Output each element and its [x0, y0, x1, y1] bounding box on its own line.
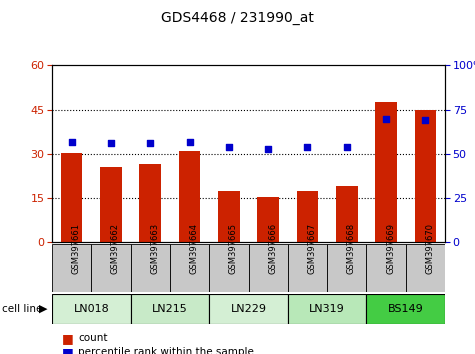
- Text: GSM397667: GSM397667: [307, 223, 316, 274]
- Text: percentile rank within the sample: percentile rank within the sample: [78, 347, 254, 354]
- Text: GSM397668: GSM397668: [347, 223, 356, 274]
- Bar: [91, 244, 131, 292]
- Text: ▶: ▶: [39, 304, 47, 314]
- Bar: [179, 151, 200, 242]
- Bar: [257, 197, 279, 242]
- Bar: [52, 294, 131, 324]
- Text: GSM397670: GSM397670: [425, 223, 434, 274]
- Bar: [366, 294, 445, 324]
- Text: GDS4468 / 231990_at: GDS4468 / 231990_at: [161, 11, 314, 25]
- Bar: [131, 244, 170, 292]
- Bar: [131, 294, 209, 324]
- Point: [421, 118, 429, 123]
- Bar: [248, 244, 288, 292]
- Text: LN319: LN319: [309, 304, 345, 314]
- Text: GSM397664: GSM397664: [190, 223, 199, 274]
- Text: LN229: LN229: [230, 304, 266, 314]
- Bar: [140, 164, 161, 242]
- Bar: [218, 191, 240, 242]
- Bar: [100, 167, 122, 242]
- Text: GSM397663: GSM397663: [150, 223, 159, 274]
- Point: [343, 144, 351, 150]
- Point: [304, 144, 311, 150]
- Bar: [288, 244, 327, 292]
- Point: [186, 139, 193, 144]
- Text: GSM397665: GSM397665: [229, 223, 238, 274]
- Bar: [170, 244, 209, 292]
- Bar: [209, 294, 288, 324]
- Point: [107, 141, 115, 146]
- Bar: [327, 244, 366, 292]
- Text: BS149: BS149: [388, 304, 424, 314]
- Text: cell line: cell line: [2, 304, 43, 314]
- Text: GSM397669: GSM397669: [386, 223, 395, 274]
- Bar: [366, 244, 406, 292]
- Text: LN215: LN215: [152, 304, 188, 314]
- Bar: [209, 244, 248, 292]
- Bar: [61, 153, 83, 242]
- Text: LN018: LN018: [74, 304, 109, 314]
- Bar: [288, 294, 366, 324]
- Text: count: count: [78, 333, 108, 343]
- Text: GSM397666: GSM397666: [268, 223, 277, 274]
- Text: GSM397661: GSM397661: [72, 223, 81, 274]
- Bar: [415, 110, 436, 242]
- Bar: [406, 244, 445, 292]
- Point: [225, 144, 233, 150]
- Text: ■: ■: [61, 332, 73, 344]
- Point: [146, 141, 154, 146]
- Point: [265, 146, 272, 152]
- Bar: [336, 187, 358, 242]
- Bar: [297, 191, 318, 242]
- Text: ■: ■: [61, 346, 73, 354]
- Text: GSM397662: GSM397662: [111, 223, 120, 274]
- Bar: [375, 102, 397, 242]
- Point: [382, 116, 390, 121]
- Bar: [52, 244, 91, 292]
- Point: [68, 139, 76, 144]
